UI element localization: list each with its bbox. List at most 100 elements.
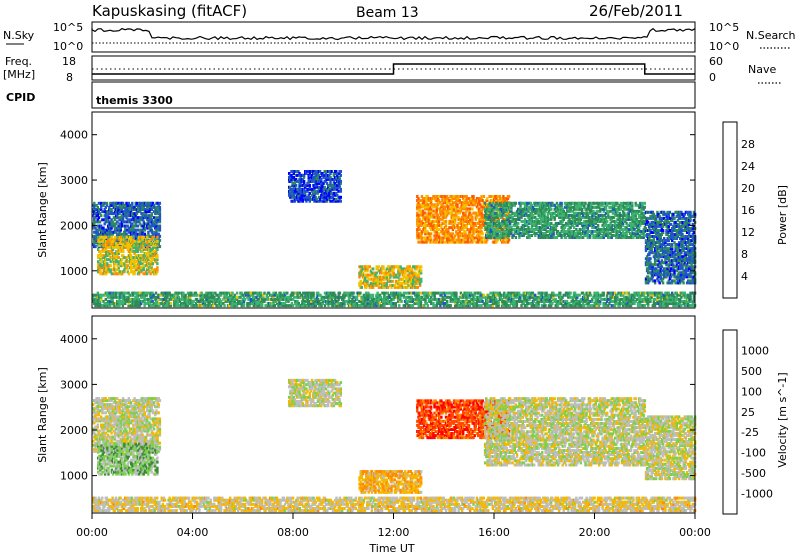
- scatter-cell: [293, 185, 297, 189]
- scatter-cell: [537, 236, 540, 239]
- scatter-cell: [148, 210, 151, 214]
- scatter-cell: [665, 231, 668, 234]
- scatter-cell: [108, 212, 111, 216]
- scatter-cell: [558, 205, 561, 209]
- scatter-cell: [103, 241, 107, 245]
- scatter-cell: [95, 236, 98, 240]
- scatter-cell: [129, 226, 133, 230]
- scatter-cell: [431, 203, 434, 207]
- scatter-cell: [545, 217, 548, 221]
- scatter-cell: [143, 272, 147, 276]
- scatter-cell: [586, 236, 589, 239]
- scatter-cell: [138, 237, 141, 241]
- scatter-cell: [637, 228, 641, 231]
- scatter-cell: [313, 193, 316, 197]
- scatter-cell: [526, 213, 529, 217]
- scatter-cell: [120, 208, 124, 211]
- scatter-cell: [136, 224, 140, 228]
- scatter-cell: [416, 217, 419, 221]
- scatter-cell: [627, 228, 630, 231]
- scatter-cell: [490, 205, 494, 209]
- scatter-cell: [560, 201, 563, 205]
- scatter-cell: [394, 273, 398, 277]
- scatter-cell: [151, 201, 155, 205]
- scatter-cell: [313, 179, 316, 183]
- scatter-cell: [636, 211, 640, 215]
- scatter-cell: [648, 279, 651, 283]
- scatter-cell: [669, 222, 673, 226]
- scatter-cell: [530, 226, 534, 229]
- scatter-cell: [567, 201, 570, 205]
- scatter-cell: [123, 262, 126, 266]
- scatter-cell: [425, 199, 428, 203]
- scatter-cell: [313, 187, 316, 191]
- scatter-cell: [669, 216, 673, 220]
- scatter-cell: [418, 283, 422, 287]
- scatter-cell: [568, 236, 571, 239]
- scatter-cell: [105, 248, 108, 251]
- scatter-cell: [647, 220, 650, 224]
- power-scatter-cells: [92, 170, 697, 308]
- scatter-cell: [361, 271, 365, 275]
- scatter-cell: [546, 226, 550, 229]
- scatter-cell: [416, 219, 419, 223]
- scatter-cell: [158, 205, 162, 209]
- scatter-cell: [113, 239, 116, 243]
- scatter-cell: [489, 213, 493, 217]
- scatter-cell: [129, 230, 133, 234]
- scatter-cell: [158, 228, 162, 232]
- scatter-cell: [364, 269, 367, 273]
- scatter-cell: [629, 217, 633, 221]
- scatter-cell: [331, 185, 334, 189]
- scatter-cell: [464, 211, 467, 215]
- scatter-cell: [157, 236, 160, 240]
- scatter-cell: [417, 234, 420, 238]
- scatter-cell: [572, 205, 576, 209]
- scatter-cell: [135, 201, 139, 205]
- scatter-cell: [150, 228, 153, 232]
- scatter-cell: [478, 199, 481, 203]
- scatter-cell: [488, 195, 491, 198]
- scatter-cell: [584, 232, 587, 235]
- scatter-cell: [534, 211, 537, 215]
- scatter-cell: [446, 195, 449, 198]
- scatter-cell: [292, 175, 295, 179]
- scatter-cell: [667, 259, 670, 263]
- scatter-cell: [612, 207, 616, 211]
- scatter-cell: [545, 230, 548, 233]
- scatter-cell: [108, 235, 111, 239]
- scatter-cell: [493, 207, 496, 211]
- scatter-cell: [468, 211, 472, 215]
- scatter-cell: [553, 211, 556, 215]
- scatter-cell: [118, 222, 121, 226]
- scatter-cell: [459, 232, 463, 236]
- scatter-cell: [113, 264, 116, 268]
- scatter-cell: [609, 223, 612, 227]
- scatter-cell: [103, 222, 106, 226]
- scatter-cell: [156, 210, 159, 214]
- scatter-cell: [410, 281, 414, 285]
- scatter-cell: [579, 203, 583, 207]
- scatter-cell: [105, 268, 108, 272]
- scatter-cell: [536, 228, 539, 231]
- scatter-cell: [502, 195, 505, 198]
- scatter-cell: [506, 197, 510, 201]
- scatter-cell: [457, 228, 460, 232]
- scatter-cell: [511, 215, 514, 219]
- scatter-cell: [93, 218, 96, 222]
- scatter-cell: [669, 235, 673, 238]
- scatter-cell: [135, 220, 139, 224]
- scatter-cell: [93, 243, 96, 246]
- scatter-cell: [138, 268, 141, 272]
- scatter-cell: [651, 271, 654, 275]
- scatter-cell: [418, 267, 422, 271]
- scatter-cell: [119, 235, 123, 239]
- scatter-cell: [389, 269, 392, 273]
- scatter-cell: [139, 235, 142, 239]
- scatter-cell: [641, 203, 644, 207]
- scatter-cell: [476, 211, 480, 215]
- scatter-cell: [649, 235, 652, 238]
- scatter-cell: [383, 273, 386, 277]
- scatter-cell: [504, 230, 507, 233]
- scatter-cell: [455, 230, 458, 234]
